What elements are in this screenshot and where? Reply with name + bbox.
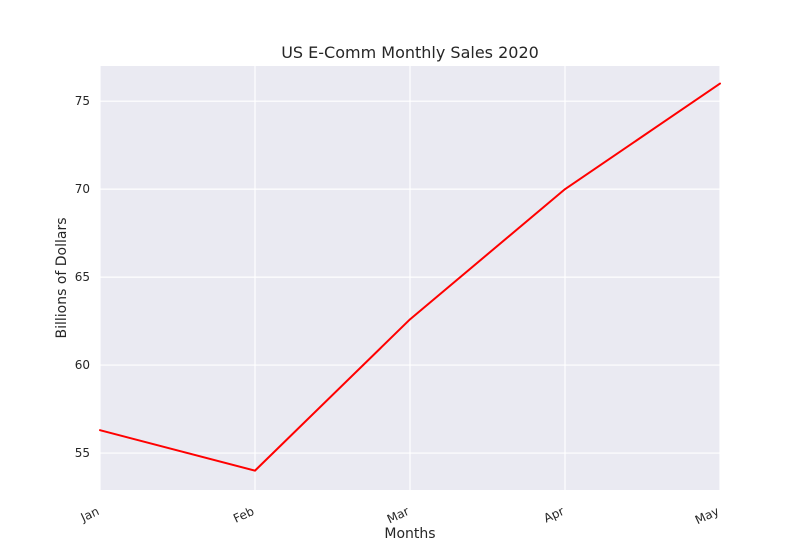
- series-layer: [99, 82, 721, 472]
- chart-title: US E-Comm Monthly Sales 2020: [281, 43, 539, 62]
- y-tick-label: 65: [75, 270, 90, 284]
- x-tick-label: Mar: [385, 504, 411, 526]
- y-axis-label: Billions of Dollars: [54, 217, 70, 338]
- grid: [99, 66, 721, 490]
- x-tick-label: Feb: [231, 504, 256, 526]
- series-line: [99, 82, 721, 472]
- y-axis-ticks: 55 60 65 70 75: [75, 94, 90, 460]
- x-axis-label: Months: [384, 526, 435, 542]
- x-tick-label: Apr: [542, 504, 567, 525]
- y-tick-label: 75: [75, 94, 90, 108]
- x-axis-ticks: Jan Feb Mar Apr May: [78, 504, 722, 527]
- x-tick-label: May: [693, 504, 721, 527]
- y-tick-label: 70: [75, 182, 90, 196]
- y-tick-label: 55: [75, 446, 90, 460]
- y-tick-label: 60: [75, 358, 90, 372]
- x-tick-label: Jan: [78, 504, 102, 525]
